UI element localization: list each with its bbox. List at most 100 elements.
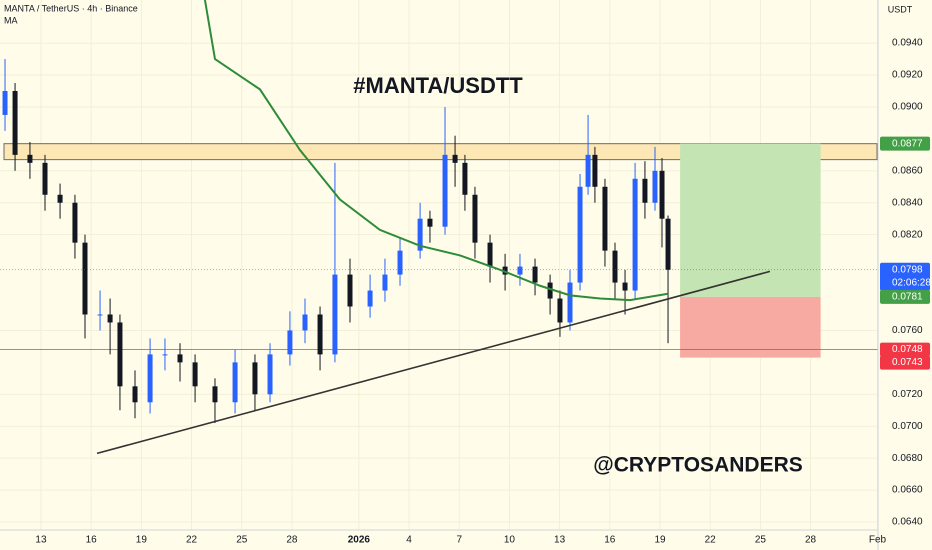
candle-body [2,90,8,115]
candle-body [302,314,308,331]
y-tick-label: 0.0700 [892,421,923,432]
candle-body [107,314,113,323]
candle-body [12,90,18,155]
price-badge-label: 0.0743 [892,357,923,368]
candle-body [382,274,388,291]
price-badge [880,342,930,357]
price-badge-label: 0.0748 [892,344,923,355]
candle-body [642,178,648,203]
candle-body [232,362,238,403]
y-tick-label: 0.0860 [892,165,923,176]
x-tick-label: 28 [286,535,298,546]
candle-body [177,354,183,363]
candle-body [317,314,323,355]
x-tick-label: 16 [604,535,616,546]
price-badge [880,262,930,291]
price-badge-label: 0.0798 [892,264,923,275]
candle-body [367,290,373,307]
candle-body [72,202,78,243]
symbol-header: MANTA / TetherUS · 4h · Binance [4,3,138,13]
target-zone [680,143,821,297]
candle-body [652,170,658,203]
candle-body [267,354,273,395]
y-tick-label: 0.0720 [892,389,923,400]
x-tick-label: 22 [705,535,717,546]
candle-body [417,218,423,251]
candle-body [332,274,338,355]
plot [0,0,878,530]
candle-body [397,250,403,275]
indicator-label: MA [4,15,18,25]
candle-body [82,242,88,315]
x-tick-label: 28 [805,535,817,546]
price-badge-label: 0.0877 [892,138,923,149]
candle-body [427,218,433,227]
chart-title: #MANTA/USDTT [353,73,523,98]
candle-body [602,186,608,251]
candle-body [577,186,583,283]
resistance-zone [3,143,878,161]
countdown-label: 02:06:28 [892,277,931,288]
candle-body [462,162,468,195]
candle-body [162,354,168,356]
y-tick-label: 0.0920 [892,70,923,81]
moving-average [203,0,669,302]
x-tick-label: 10 [504,535,516,546]
candle-body [612,250,618,283]
y-tick-label: 0.0840 [892,197,923,208]
candle-body [442,154,448,227]
candle-body [585,154,591,187]
x-tick-label: 25 [755,535,767,546]
candle-body [27,154,33,163]
stop-zone [680,296,821,358]
y-tick-label: 0.0660 [892,485,923,496]
candle-body [472,194,478,243]
candle-body [547,282,553,299]
x-tick-label: 16 [86,535,98,546]
candle-body [57,194,63,203]
candle-body [532,266,538,283]
candle-body [252,362,258,395]
candle-body [212,386,218,403]
x-tick-label: 7 [456,535,462,546]
price-badge [880,289,930,304]
x-tick-label: 22 [186,535,198,546]
candle-body [502,266,508,275]
y-tick-label: 0.0900 [892,102,923,113]
candle-body [592,154,598,187]
y-tick-label: 0.0940 [892,38,923,49]
candle-body [659,170,665,219]
x-tick-label: 19 [654,535,666,546]
x-tick-label: Feb [869,535,887,546]
x-tick-label: 4 [406,535,412,546]
candle-body [567,282,573,323]
price-badge [880,355,930,370]
candle-body [97,314,103,316]
candle-body [117,322,123,387]
candle-body [287,330,293,355]
price-badge [880,136,930,151]
candle-body [42,162,48,195]
watermark: @CRYPTOSANDERS [593,454,803,477]
x-tick-label: 2026 [348,535,371,546]
candle-body [452,154,458,163]
candle-body [132,386,138,403]
y-tick-label: 0.0680 [892,453,923,464]
candle-body [192,362,198,387]
candle-body [622,282,628,291]
y-tick-label: 0.0640 [892,517,923,528]
trend-line [96,270,771,455]
y-tick-label: 0.0760 [892,325,923,336]
candle-body [147,354,153,403]
currency-label: USDT [888,4,913,14]
candle-body [632,178,638,291]
x-tick-label: 13 [554,535,566,546]
x-tick-label: 19 [136,535,148,546]
candle-body [517,266,523,275]
x-tick-label: 25 [236,535,248,546]
price-badge-label: 0.0781 [892,292,923,303]
candle-body [347,274,353,307]
candle-body [557,298,563,323]
